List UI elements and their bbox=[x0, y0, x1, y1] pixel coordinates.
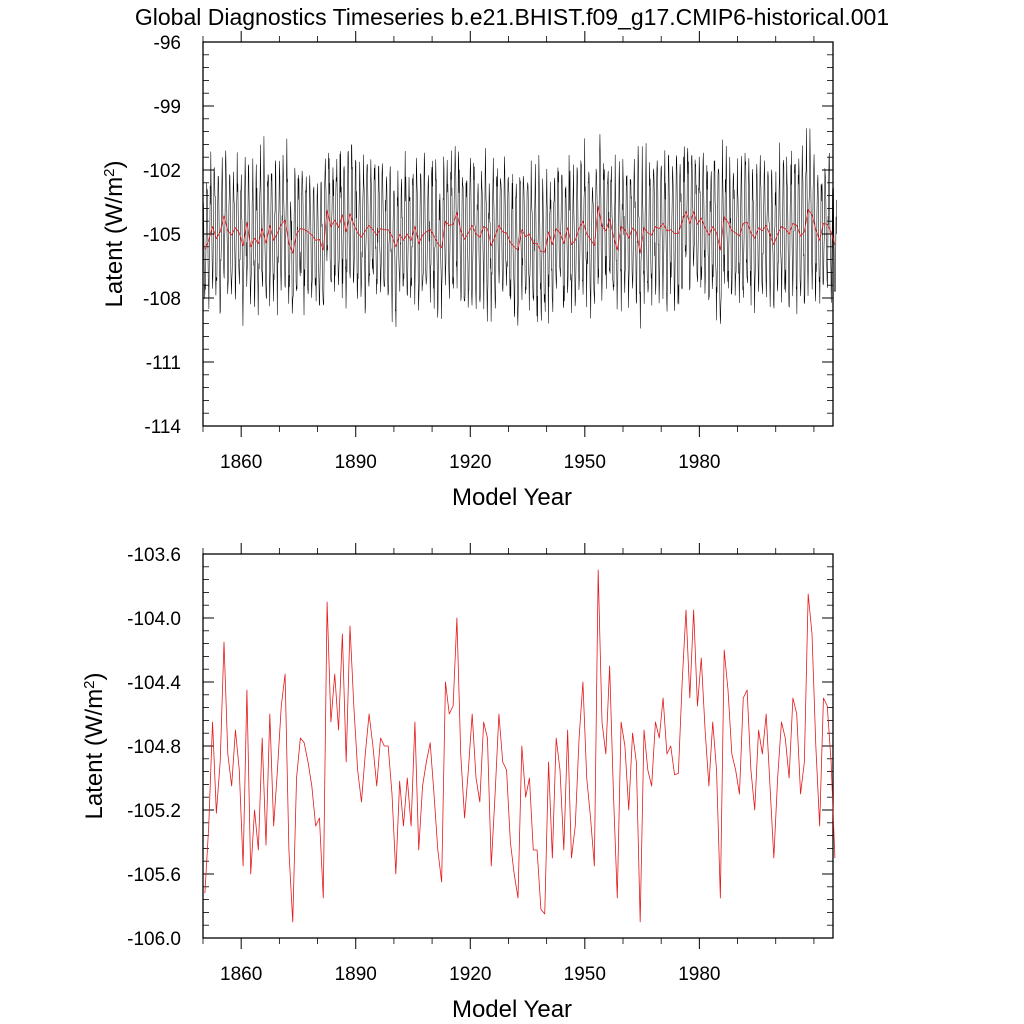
x-axis-label: Model Year bbox=[452, 996, 572, 1023]
y-tick-label: -108 bbox=[143, 289, 181, 310]
x-tick-label: 1950 bbox=[564, 964, 606, 985]
x-tick-label: 1980 bbox=[678, 452, 720, 473]
y-axis-label-superscript: 2 bbox=[81, 680, 98, 688]
x-tick-label: 1860 bbox=[220, 964, 262, 985]
y-tick-label: -104.0 bbox=[127, 609, 181, 630]
x-tick-label: 1980 bbox=[678, 964, 720, 985]
y-tick-label: -104.4 bbox=[127, 673, 181, 694]
series-layer bbox=[204, 569, 836, 923]
y-axis-label-tail: ) bbox=[81, 672, 108, 680]
series-line-annual-mean bbox=[204, 205, 836, 254]
x-axis-label: Model Year bbox=[452, 484, 572, 511]
y-axis-label: Latent (W/m2) bbox=[101, 160, 129, 307]
y-tick-label: -103.6 bbox=[127, 545, 181, 566]
x-tick-label: 1890 bbox=[335, 964, 377, 985]
x-tick-labels: 1860 1890 1920 1950 1980 bbox=[220, 452, 720, 473]
y-axis-label-superscript: 2 bbox=[101, 168, 118, 176]
chart-panel-top: -114-111-108-105-102-99-96 1860 1890 1920 1… bbox=[101, 31, 837, 511]
y-tick-labels: -114 -111 -108 -105 -102 -99 -96 bbox=[143, 33, 181, 438]
y-tick-label: -105.2 bbox=[127, 801, 181, 822]
y-tick-label: -99 bbox=[154, 97, 181, 118]
x-tick-label: 1920 bbox=[449, 964, 491, 985]
x-tick-labels: 1860 1890 1920 1950 1980 bbox=[220, 964, 720, 985]
y-axis-label: Latent (W/m2) bbox=[81, 672, 109, 819]
series-layer bbox=[202, 128, 837, 329]
x-tick-label: 1920 bbox=[449, 452, 491, 473]
series-line-monthly bbox=[202, 128, 837, 329]
y-tick-label: -102 bbox=[143, 161, 181, 182]
y-tick-labels: -106.0 -105.6 -105.2 -104.8 -104.4 -104.0 -103… bbox=[127, 545, 181, 950]
y-tick-label: -114 bbox=[144, 417, 181, 438]
series-line-annual-mean bbox=[204, 569, 836, 923]
chart-panel-bottom: -106.0 -105.6 -105.2 -104.8 -104.4 -104.0 -103… bbox=[81, 543, 836, 1023]
x-tick-label: 1860 bbox=[220, 452, 262, 473]
x-tick-label: 1950 bbox=[564, 452, 606, 473]
y-axis-label-tail: ) bbox=[101, 160, 128, 168]
y-tick-label: -96 bbox=[154, 33, 181, 54]
x-tick-label: 1890 bbox=[335, 452, 377, 473]
y-tick-label: -104.8 bbox=[127, 737, 181, 758]
plot-frame bbox=[202, 553, 834, 939]
y-tick-label: -105.6 bbox=[127, 865, 181, 886]
axis-ticks bbox=[202, 31, 833, 437]
y-tick-label: -106.0 bbox=[127, 929, 181, 950]
y-axis-label-main: Latent (W/m bbox=[101, 177, 128, 308]
y-axis-label-main: Latent (W/m bbox=[81, 689, 108, 820]
chart-title: Global Diagnostics Timeseries b.e21.BHIS… bbox=[135, 4, 889, 30]
y-tick-label: -111 bbox=[146, 353, 181, 374]
y-tick-label: -105 bbox=[143, 225, 181, 246]
